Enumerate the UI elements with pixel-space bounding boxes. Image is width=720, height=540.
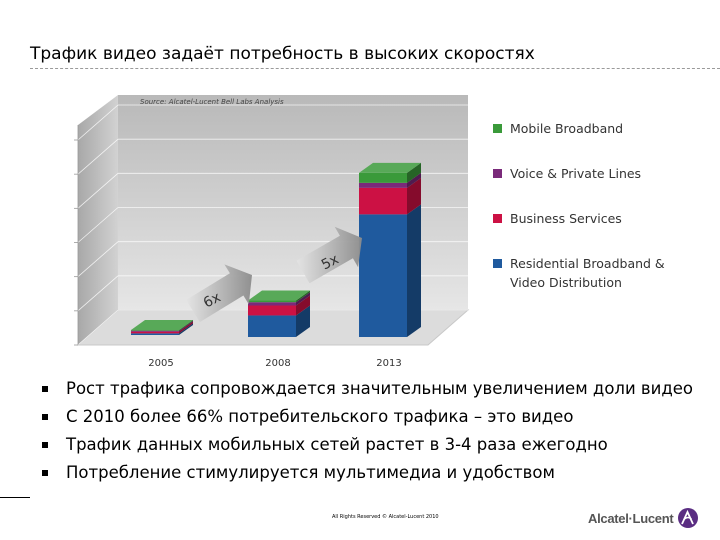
- growth-annotation: 6x: [201, 289, 224, 311]
- bar-segment: [248, 300, 296, 303]
- growth-annotation: 5x: [319, 251, 342, 273]
- bullet-square-icon: [42, 386, 48, 392]
- company-logo: Alcatel·Lucent: [588, 505, 699, 531]
- legend-label: Mobile Broadband: [510, 121, 623, 136]
- bar-segment-side: [296, 292, 310, 306]
- chart-legend: Mobile Broadband Voice & Private Lines Bus…: [493, 121, 665, 290]
- bullet-text: С 2010 более 66% потребительского трафик…: [66, 407, 574, 426]
- bar-segment: [359, 187, 407, 215]
- bar-segment: [359, 182, 407, 188]
- bar-segment-side: [407, 172, 421, 188]
- chart: Source: Alcatel-Lucent Bell Labs Analysi…: [74, 95, 665, 369]
- bullet-square-icon: [42, 442, 48, 448]
- bullet-square-icon: [42, 414, 48, 420]
- chart-source-note: Source: Alcatel-Lucent Bell Labs Analysi…: [140, 98, 284, 106]
- gridline: [77, 309, 119, 346]
- legend-swatch: [493, 169, 502, 178]
- growth-arrow: [296, 226, 362, 284]
- legend-label: Business Services: [510, 211, 622, 226]
- bullet-item: С 2010 более 66% потребительского трафик…: [42, 403, 693, 431]
- legend-label: Video Distribution: [510, 275, 622, 290]
- chart-annotations: [186, 226, 362, 323]
- alcatel-lucent-logo-icon: [678, 508, 699, 528]
- bullet-text: Потребление стимулируется мультимедиа и …: [66, 463, 555, 482]
- chart-text: Source: Alcatel-Lucent Bell Labs Analysi…: [140, 98, 402, 369]
- gridline: [77, 241, 119, 277]
- bar-segment: [248, 302, 296, 306]
- bar-segment-side: [179, 320, 193, 332]
- bar-segment-side: [179, 323, 193, 335]
- x-tick-label: 2008: [265, 358, 290, 369]
- slide-title: Трафик видео задаёт потребность в высоки…: [30, 44, 535, 64]
- legend-label: Residential Broadband &: [510, 256, 665, 271]
- footer-divider: [0, 497, 30, 498]
- bar-segment: [248, 305, 296, 316]
- bar-segment-top: [359, 162, 421, 173]
- bar-segment-side: [407, 204, 421, 337]
- chart-bars: [131, 162, 421, 337]
- chart-side-wall: [78, 95, 118, 345]
- bar-segment: [131, 330, 179, 332]
- x-tick-label: 2013: [376, 358, 401, 369]
- gridline: [77, 138, 119, 175]
- logo-wordmark: Alcatel·Lucent: [588, 510, 674, 526]
- bar-segment: [131, 331, 179, 334]
- bullet-list: Рост трафика сопровождается значительным…: [42, 375, 693, 487]
- bar-segment-side: [407, 162, 421, 183]
- x-tick-label: 2005: [148, 358, 173, 369]
- bullet-item: Потребление стимулируется мультимедиа и …: [42, 459, 693, 487]
- bullet-text: Трафик данных мобильных сетей растет в 3…: [66, 435, 608, 454]
- bar-segment: [131, 333, 179, 335]
- bar-segment-side: [296, 290, 310, 303]
- legend-swatch: [493, 214, 502, 223]
- bar-segment-side: [407, 177, 421, 215]
- growth-arrow: [186, 264, 252, 323]
- bullet-item: Рост трафика сопровождается значительным…: [42, 375, 693, 403]
- copyright-text: All Rights Reserved © Alcatel-Lucent 201…: [332, 514, 439, 520]
- legend-label: Voice & Private Lines: [510, 166, 641, 181]
- legend-swatch: [493, 259, 502, 268]
- stacked-bar-chart: Source: Alcatel-Lucent Bell Labs Analysi…: [74, 95, 665, 369]
- bar-segment-top: [131, 320, 193, 331]
- bar-segment: [359, 214, 407, 337]
- gridline: [77, 275, 119, 312]
- gridline: [77, 207, 119, 243]
- bar-segment-side: [296, 305, 310, 337]
- bar-segment: [131, 330, 179, 331]
- bar-segment: [248, 315, 296, 337]
- bar-segment-side: [179, 321, 193, 334]
- bar-segment-top: [248, 290, 310, 301]
- bullet-item: Трафик данных мобильных сетей растет в 3…: [42, 431, 693, 459]
- bullet-square-icon: [42, 470, 48, 476]
- title-divider: [30, 68, 720, 69]
- gridline: [77, 173, 119, 209]
- legend-swatch: [493, 124, 502, 133]
- gridline: [77, 104, 119, 141]
- bar-segment-side: [179, 320, 193, 331]
- bar-segment-side: [296, 295, 310, 316]
- bullet-text: Рост трафика сопровождается значительным…: [66, 379, 694, 398]
- bar-segment: [359, 172, 407, 183]
